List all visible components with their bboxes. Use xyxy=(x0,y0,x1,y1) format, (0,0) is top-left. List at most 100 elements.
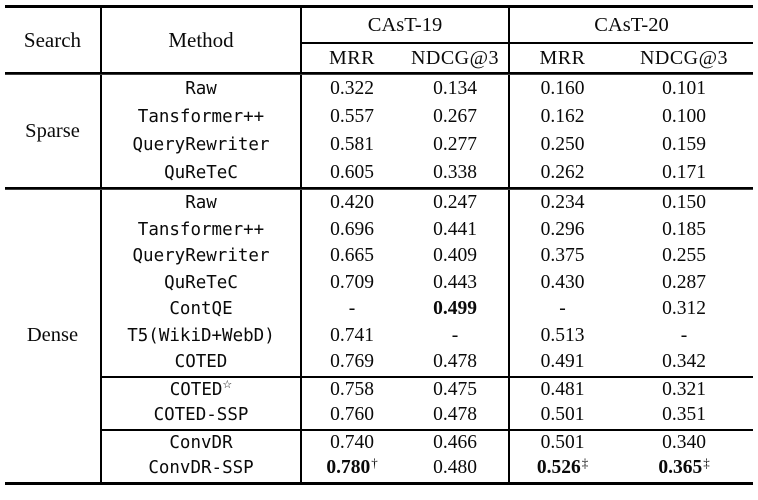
results-table: Search Method CAsT-19 CAsT-20 MRR NDCG@3… xyxy=(5,5,753,485)
metric-value-cell: 0.185 xyxy=(615,217,753,244)
metric-value: 0.780 xyxy=(326,457,371,479)
metric-value: 0.160 xyxy=(540,78,585,99)
metric-value: 0.322 xyxy=(330,78,374,99)
header-ndcg-cast20: NDCG@3 xyxy=(639,46,729,69)
metric-value-cell: 0.262 xyxy=(510,159,615,187)
metric-value-cell: 0.321 xyxy=(615,375,753,403)
metric-value: 0.277 xyxy=(433,134,477,155)
metric-value: 0.162 xyxy=(540,106,585,127)
metric-value: 0.338 xyxy=(433,162,477,183)
table-row: COTED 0.769 0.478 0.491 0.342 xyxy=(5,349,753,376)
divider-row xyxy=(5,187,753,190)
metric-value: 0.321 xyxy=(662,378,706,400)
method-name: COTED xyxy=(169,379,223,400)
metric-value: 0.420 xyxy=(330,192,374,214)
metric-value: 0.581 xyxy=(330,134,374,155)
metric-value: 0.478 xyxy=(433,351,477,373)
method-name: Raw xyxy=(185,193,217,214)
metric-value-cell: 0.250 xyxy=(510,131,615,159)
section-label-cell: Sparse xyxy=(5,75,102,187)
metric-value-cell: 0.296 xyxy=(510,217,615,244)
metric-value: 0.513 xyxy=(540,324,585,346)
method-cell: QuReTeC xyxy=(102,159,302,187)
double-rule xyxy=(5,187,753,190)
method-cell: T5(WikiD+WebD) xyxy=(102,322,302,349)
metric-value: 0.150 xyxy=(662,192,706,214)
metric-value: - xyxy=(559,298,566,320)
table-row: Dense Raw 0.420 0.247 0.234 0.150 xyxy=(5,190,753,482)
metric-value: 0.185 xyxy=(662,218,706,240)
metric-value-cell: 0.665 xyxy=(302,243,402,270)
metric-value-cell: 0.430 xyxy=(510,270,615,297)
header-mrr-cast20: MRR xyxy=(539,46,586,69)
table-row: QueryRewriter 0.665 0.409 0.375 0.255 xyxy=(5,243,753,270)
method-name: COTED xyxy=(174,352,228,373)
significance-marker: ‡ xyxy=(703,455,710,471)
metric-value: 0.351 xyxy=(662,404,706,426)
metric-value-cell: 0.234 xyxy=(510,190,615,217)
metric-value: 0.171 xyxy=(662,162,706,183)
table-row: QuReTeC 0.605 0.338 0.262 0.171 xyxy=(5,159,753,187)
metric-value: 0.296 xyxy=(540,218,585,240)
header-mrr-cast19: MRR xyxy=(329,46,375,69)
table-header: Search Method CAsT-19 CAsT-20 MRR NDCG@3… xyxy=(5,8,753,72)
metric-value-cell: 0.491 xyxy=(510,349,615,376)
metric-value: - xyxy=(451,324,459,346)
metric-value-cell: - xyxy=(615,323,753,350)
method-cell: QuReTeC xyxy=(102,269,302,296)
method-cell: Raw xyxy=(102,190,302,217)
metric-value-cell: 0.740 xyxy=(302,428,402,456)
header-row-metrics: MRR NDCG@3 MRR NDCG@3 xyxy=(5,44,753,72)
metric-value: 0.247 xyxy=(433,192,477,214)
metric-value: 0.375 xyxy=(540,245,585,267)
metric-value: 0.430 xyxy=(540,271,585,293)
method-cell: COTED☆ xyxy=(102,375,302,402)
metric-value-cell: 0.101 xyxy=(615,75,753,103)
metric-value: 0.159 xyxy=(662,134,706,155)
metric-value-cell: 0.513 xyxy=(510,323,615,350)
metric-value: 0.340 xyxy=(662,431,706,453)
method-name: QuReTeC xyxy=(164,272,238,293)
method-name: QueryRewriter xyxy=(132,135,270,155)
significance-marker: † xyxy=(371,455,378,471)
header-group-cast20: CAsT-20 xyxy=(510,8,753,44)
metric-value: 0.342 xyxy=(662,351,706,373)
metric-value-cell: - xyxy=(302,296,402,323)
metric-value-cell: 0.557 xyxy=(302,103,402,131)
table-row: ContQE - 0.499 - 0.312 xyxy=(5,296,753,323)
metric-value: 0.557 xyxy=(330,106,374,127)
metric-value-cell: 0.159 xyxy=(615,131,753,159)
metric-value-cell: 0.267 xyxy=(402,103,510,131)
metric-value: 0.491 xyxy=(540,351,585,373)
metric-value-cell: 0.160 xyxy=(510,75,615,103)
method-name: Tansformer++ xyxy=(137,107,265,127)
metric-value: 0.501 xyxy=(540,431,585,453)
method-cell: COTED xyxy=(102,349,302,376)
metric-value-cell: 0.769 xyxy=(302,349,402,376)
table-row: COTED-SSP 0.760 0.478 0.501 0.351 xyxy=(5,402,753,429)
metric-value: 0.234 xyxy=(540,192,585,214)
method-name: QueryRewriter xyxy=(132,246,270,267)
metric-value: 0.255 xyxy=(662,245,706,267)
metric-value-cell: 0.420 xyxy=(302,190,402,217)
metric-value-cell: 0.760 xyxy=(302,402,402,429)
method-name: ConvDR-SSP xyxy=(148,458,254,479)
table-row: Tansformer++ 0.696 0.441 0.296 0.185 xyxy=(5,216,753,244)
metric-value: 0.526 xyxy=(536,457,581,479)
metric-value-cell: 0.255 xyxy=(615,243,753,270)
method-name: ConvDR xyxy=(169,432,233,453)
metric-value: 0.365 xyxy=(658,457,703,479)
method-cell: QueryRewriter xyxy=(102,243,302,270)
metric-value-cell: 0.342 xyxy=(615,349,753,376)
metric-value-cell: 0.443 xyxy=(402,269,510,296)
metric-value: 0.466 xyxy=(433,431,477,453)
method-name: Raw xyxy=(185,79,217,99)
metric-value-cell: 0.605 xyxy=(302,159,402,187)
metric-value-cell: 0.340 xyxy=(615,428,753,456)
metric-value-cell: 0.499 xyxy=(402,296,510,323)
metric-value-cell: - xyxy=(402,322,510,349)
method-cell: ContQE xyxy=(102,296,302,323)
metric-value: 0.760 xyxy=(330,404,374,426)
metric-value: 0.475 xyxy=(433,378,477,400)
